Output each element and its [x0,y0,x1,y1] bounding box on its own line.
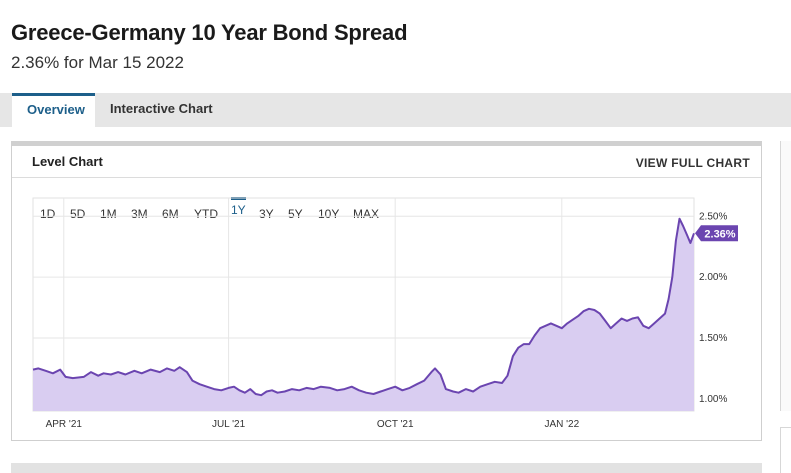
range-button-1d[interactable]: 1D [40,207,56,221]
page-subtitle: 2.36% for Mar 15 2022 [11,53,184,72]
page-title: Greece-Germany 10 Year Bond Spread [11,20,408,45]
tab-bar: Overview Interactive Chart [0,93,791,127]
y-tick-label: 1.00% [699,394,727,405]
x-tick-label: OCT '21 [377,419,414,430]
range-button-ytd[interactable]: YTD [194,207,218,221]
range-button-5d[interactable]: 5D [70,207,86,221]
range-button-10y[interactable]: 10Y [318,207,340,221]
y-tick-label: 2.50% [699,211,727,222]
last-value-label: 2.36% [704,228,735,240]
tab-overview[interactable]: Overview [12,93,95,127]
range-button-3y[interactable]: 3Y [259,207,274,221]
last-value-badge [695,225,738,242]
range-button-5y[interactable]: 5Y [288,207,303,221]
side-panel-edge [780,141,791,411]
y-tick-label: 2.00% [699,272,727,283]
range-button-3m[interactable]: 3M [131,207,148,221]
x-tick-label: APR '21 [46,419,83,430]
range-button-6m[interactable]: 6M [162,207,179,221]
y-tick-label: 1.50% [699,333,727,344]
x-tick-label: JAN '22 [544,419,579,430]
series-line [32,217,695,397]
x-tick-label: JUL '21 [212,419,246,430]
side-panel-edge-lower [780,427,791,473]
view-full-chart-link[interactable]: VIEW FULL CHART [635,156,750,170]
series-area [33,218,694,411]
tab-interactive-chart[interactable]: Interactive Chart [110,101,213,116]
range-button-1m[interactable]: 1M [100,207,117,221]
card-title: Level Chart [32,154,103,169]
next-card-edge [11,463,762,473]
range-button-max[interactable]: MAX [353,207,380,221]
card-header: Level Chart VIEW FULL CHART [12,146,761,178]
